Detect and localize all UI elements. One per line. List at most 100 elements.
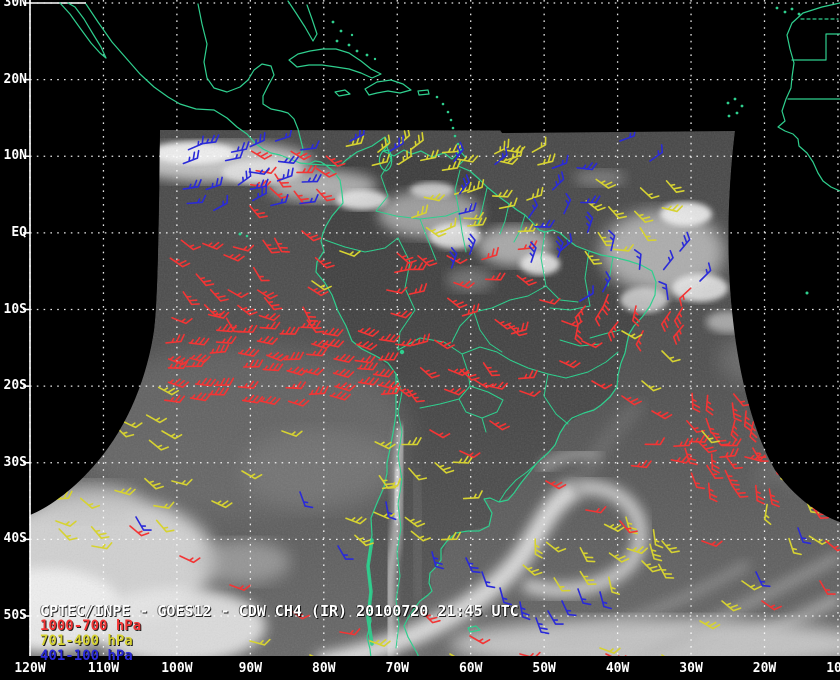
wind-barb-r — [252, 266, 270, 282]
wind-barb-r — [711, 431, 730, 446]
wind-barb-r — [731, 402, 742, 422]
wind-barb-r — [207, 310, 230, 319]
wind-barb-y — [463, 211, 484, 220]
wind-barb-r — [215, 335, 237, 344]
lon-label: 110W — [87, 661, 120, 676]
lat-label: 20S — [3, 378, 27, 394]
wind-barb-y — [144, 477, 164, 490]
wind-barb-r — [406, 388, 425, 403]
wind-barb-r — [819, 580, 836, 595]
wind-barb-r — [459, 450, 481, 459]
wind-barb-r — [290, 150, 312, 161]
wind-barb-b — [547, 610, 564, 625]
wind-barb-y — [721, 600, 742, 612]
wind-barb-r — [307, 286, 329, 297]
coastlines-layer — [59, 0, 840, 656]
wind-barb-r — [730, 419, 739, 441]
wind-barb-r — [688, 434, 710, 443]
coast-chile-fjords — [366, 538, 374, 646]
wind-barb-r — [765, 312, 787, 321]
wind-barb-y — [579, 546, 596, 563]
lon-label: 60W — [458, 661, 483, 676]
wind-barb-r — [408, 283, 428, 296]
wind-barb-r — [754, 484, 765, 505]
wind-barb-r — [789, 469, 809, 482]
wind-barb-r — [209, 344, 230, 354]
wind-barb-y — [377, 134, 391, 153]
wind-barb-b — [467, 233, 476, 256]
small-islands — [238, 6, 809, 355]
wind-barb-y — [440, 531, 462, 541]
wind-barb-r — [306, 319, 325, 334]
wind-barb-b — [453, 141, 464, 163]
wind-barb-r — [443, 387, 466, 396]
wind-barb-r — [237, 380, 259, 389]
legend-item-mid: 701-400 hPa — [40, 633, 133, 649]
wind-barb-b — [465, 557, 481, 574]
wind-barb-y — [498, 197, 518, 210]
wind-barb-y — [369, 638, 391, 647]
wind-barb-r — [574, 305, 587, 326]
wind-barb-r — [701, 540, 723, 547]
wind-barb-b — [389, 135, 404, 152]
wind-barb-r — [585, 506, 607, 514]
wind-barb-y — [652, 528, 664, 549]
wind-barb-r — [167, 360, 189, 369]
wind-barb-b — [577, 588, 592, 606]
wind-barb-r — [744, 453, 766, 462]
wind-barb-r — [355, 340, 378, 351]
wind-barb-r — [690, 472, 706, 490]
wind-barb-r — [725, 455, 743, 470]
wind-barb-b — [535, 617, 550, 635]
wind-barb-r — [825, 540, 840, 552]
wind-barb-y — [62, 391, 84, 399]
wind-barb-r — [795, 297, 816, 309]
wind-barb-r — [752, 447, 769, 462]
wind-barb-r — [372, 368, 395, 378]
wind-barb-y — [741, 580, 762, 591]
wind-barb-r — [195, 273, 215, 287]
lon-label: 50W — [532, 661, 556, 676]
wind-barb-r — [670, 455, 692, 464]
wind-barb-b — [458, 202, 477, 215]
wind-barb-r — [811, 505, 829, 520]
wind-barb-r — [395, 338, 417, 347]
wind-barb-y — [434, 462, 455, 474]
wind-barb-r — [164, 394, 186, 403]
wind-barb-r — [283, 351, 305, 361]
wind-barb-r — [289, 609, 310, 620]
wind-barb-r — [767, 408, 777, 430]
wind-barb-b — [551, 154, 569, 169]
wind-barb-b — [599, 591, 612, 610]
wind-barb-y — [410, 530, 431, 542]
wind-barb-r — [202, 241, 224, 250]
wind-barb-r — [635, 330, 644, 352]
wind-barb-r — [302, 306, 319, 322]
lon-label: 10W — [826, 661, 840, 676]
wind-barb-y — [171, 478, 193, 486]
wind-barb-r — [301, 230, 322, 242]
wind-barb-r — [189, 353, 211, 363]
wind-barb-r — [607, 321, 619, 342]
wind-barb-r — [287, 398, 310, 407]
wind-barb-y — [657, 563, 675, 579]
wind-barb-r — [561, 320, 583, 327]
wind-barb-r — [249, 205, 268, 219]
wind-barb-b — [270, 193, 289, 207]
wind-barb-b — [519, 601, 531, 621]
wind-barb-r — [691, 392, 701, 413]
wind-barb-y — [345, 135, 365, 147]
wind-barb-r — [262, 362, 284, 372]
wind-barb-y — [69, 422, 87, 438]
lat-label: 30N — [3, 0, 27, 10]
wind-barb-y — [665, 180, 685, 194]
wind-barb-y — [579, 570, 597, 586]
wind-barb-y — [79, 497, 101, 509]
wind-barb-r — [259, 395, 281, 406]
wind-barb-r — [325, 155, 346, 167]
wind-barb-r — [774, 436, 783, 458]
wind-barb-b — [481, 571, 496, 589]
wind-barb-r — [223, 253, 245, 262]
lon-label: 70W — [385, 661, 409, 676]
wind-barb-r — [433, 339, 455, 350]
